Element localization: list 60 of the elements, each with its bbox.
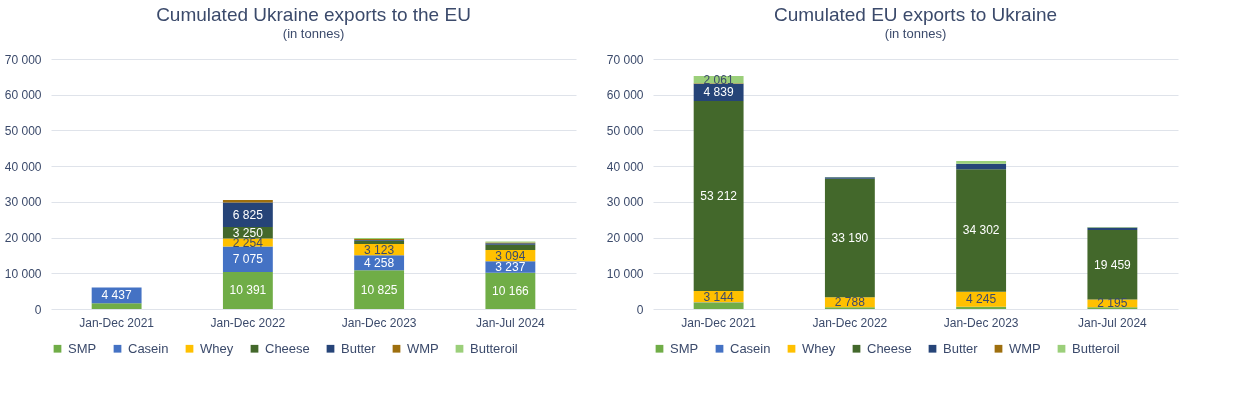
x-tick-label: Jan-Dec 2021 bbox=[79, 315, 155, 330]
legend-label: WMP bbox=[407, 340, 439, 356]
y-tick-label: 60 000 bbox=[606, 88, 644, 103]
y-tick-label: 40 000 bbox=[4, 159, 42, 174]
y-tick-label: 60 000 bbox=[4, 88, 42, 103]
y-tick-label: 50 000 bbox=[4, 123, 42, 138]
legend-label: SMP bbox=[68, 340, 97, 356]
y-tick-label: 40 000 bbox=[606, 159, 644, 174]
x-tick-label: Jan-Dec 2023 bbox=[341, 315, 417, 330]
data-label: 7 075 bbox=[232, 252, 264, 267]
y-tick-label: 0 bbox=[636, 302, 644, 317]
x-tick-label: Jan-Dec 2022 bbox=[210, 315, 286, 330]
data-label: 33 190 bbox=[831, 230, 869, 245]
data-label: 10 391 bbox=[229, 283, 267, 298]
data-label: 53 212 bbox=[700, 188, 738, 203]
y-tick-label: 20 000 bbox=[606, 231, 644, 246]
data-label: 2 195 bbox=[1097, 296, 1128, 311]
legend-label: Whey bbox=[200, 340, 234, 356]
chart-subtitle: (in tonnes) bbox=[282, 26, 345, 41]
data-label: 4 245 bbox=[966, 292, 997, 307]
y-tick-label: 0 bbox=[34, 302, 42, 317]
legend-label: SMP bbox=[670, 340, 699, 356]
data-label: 2 061 bbox=[703, 72, 734, 87]
data-label: 3 144 bbox=[703, 289, 734, 304]
legend-label: Cheese bbox=[265, 340, 310, 356]
chart-subtitle: (in tonnes) bbox=[884, 26, 947, 41]
y-tick-label: 70 000 bbox=[4, 52, 42, 67]
y-tick-label: 20 000 bbox=[4, 231, 42, 246]
legend-label: Whey bbox=[802, 340, 836, 356]
legend-label: Butter bbox=[943, 340, 979, 356]
x-tick-label: Jan-Dec 2021 bbox=[681, 315, 757, 330]
data-label: 10 825 bbox=[360, 282, 398, 297]
data-label: 6 825 bbox=[232, 207, 264, 222]
chart-title: Cumulated EU exports to Ukraine bbox=[773, 4, 1058, 25]
data-label: 34 302 bbox=[962, 223, 1000, 238]
y-tick-label: 30 000 bbox=[606, 195, 644, 210]
legend-label: Cheese bbox=[867, 340, 912, 356]
legend-label: Butteroil bbox=[470, 340, 518, 356]
chart-title: Cumulated Ukraine exports to the EU bbox=[156, 4, 471, 25]
legend-label: Butteroil bbox=[1072, 340, 1120, 356]
y-tick-label: 50 000 bbox=[606, 123, 644, 138]
legend-label: Casein bbox=[128, 340, 169, 356]
x-tick-label: Jan-Dec 2023 bbox=[943, 315, 1019, 330]
legend-label: Casein bbox=[730, 340, 771, 356]
y-tick-label: 10 000 bbox=[606, 266, 644, 281]
legend-label: WMP bbox=[1009, 340, 1041, 356]
data-label: 4 258 bbox=[364, 255, 395, 270]
data-label: 4 839 bbox=[703, 85, 734, 100]
x-tick-label: Jan-Jul 2024 bbox=[476, 315, 546, 330]
data-label: 4 437 bbox=[101, 288, 132, 303]
y-tick-label: 70 000 bbox=[606, 52, 644, 67]
y-tick-label: 30 000 bbox=[4, 195, 42, 210]
data-label: 19 459 bbox=[1094, 257, 1132, 272]
data-label: 3 123 bbox=[364, 242, 395, 257]
x-tick-label: Jan-Dec 2022 bbox=[812, 315, 888, 330]
y-tick-label: 10 000 bbox=[4, 266, 42, 281]
data-label: 2 788 bbox=[834, 295, 866, 310]
data-label: 10 166 bbox=[492, 283, 530, 298]
x-tick-label: Jan-Jul 2024 bbox=[1078, 315, 1148, 330]
legend-label: Butter bbox=[341, 340, 377, 356]
